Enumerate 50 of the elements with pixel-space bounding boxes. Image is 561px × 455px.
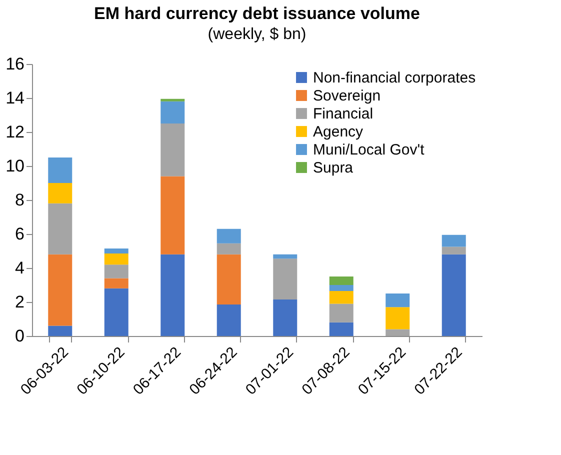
bar — [442, 254, 466, 336]
legend-label: Muni/Local Gov't — [313, 142, 426, 158]
bar — [329, 322, 354, 336]
bar — [160, 254, 185, 336]
legend-label: Financial — [313, 106, 374, 122]
bar — [104, 278, 128, 288]
bar — [329, 304, 354, 322]
legend-label: Supra — [313, 160, 354, 176]
legend-label: Sovereign — [313, 88, 381, 104]
bar — [216, 254, 241, 305]
y-tick-label: 16 — [6, 54, 24, 74]
bar — [160, 124, 185, 176]
bar — [386, 329, 410, 336]
chart-title: EM hard currency debt issuance volume — [94, 4, 420, 23]
bar — [216, 228, 241, 244]
bar — [329, 276, 354, 285]
bar — [216, 304, 241, 336]
bar — [160, 98, 185, 102]
legend-label: Agency — [313, 124, 364, 140]
legend-label: Non-financial corporates — [313, 70, 476, 86]
bar — [442, 234, 466, 247]
y-tick-label: 4 — [15, 258, 24, 278]
y-tick-label: 14 — [6, 88, 24, 108]
bar — [273, 299, 298, 336]
y-tick-label: 12 — [6, 122, 24, 142]
y-tick-label: 6 — [15, 224, 24, 244]
bar — [48, 183, 72, 204]
bar — [386, 307, 410, 330]
bar — [48, 158, 72, 183]
bar — [48, 203, 72, 254]
chart-subtitle: (weekly, $ bn) — [208, 26, 306, 43]
bar — [104, 288, 128, 336]
bar — [329, 290, 354, 304]
bar — [273, 254, 298, 259]
bar — [329, 285, 354, 291]
bar — [48, 254, 72, 326]
bar — [160, 176, 185, 254]
bar — [160, 101, 185, 124]
bar — [386, 294, 410, 308]
bar — [48, 326, 72, 336]
bar — [104, 248, 128, 254]
bar — [273, 258, 298, 300]
bar — [442, 246, 466, 254]
bar — [104, 264, 128, 278]
y-tick-label: 2 — [15, 292, 24, 312]
bar — [104, 254, 128, 265]
bar — [216, 243, 241, 254]
y-tick-label: 10 — [6, 156, 24, 176]
y-tick-label: 0 — [15, 326, 24, 346]
y-tick-label: 8 — [15, 190, 24, 210]
